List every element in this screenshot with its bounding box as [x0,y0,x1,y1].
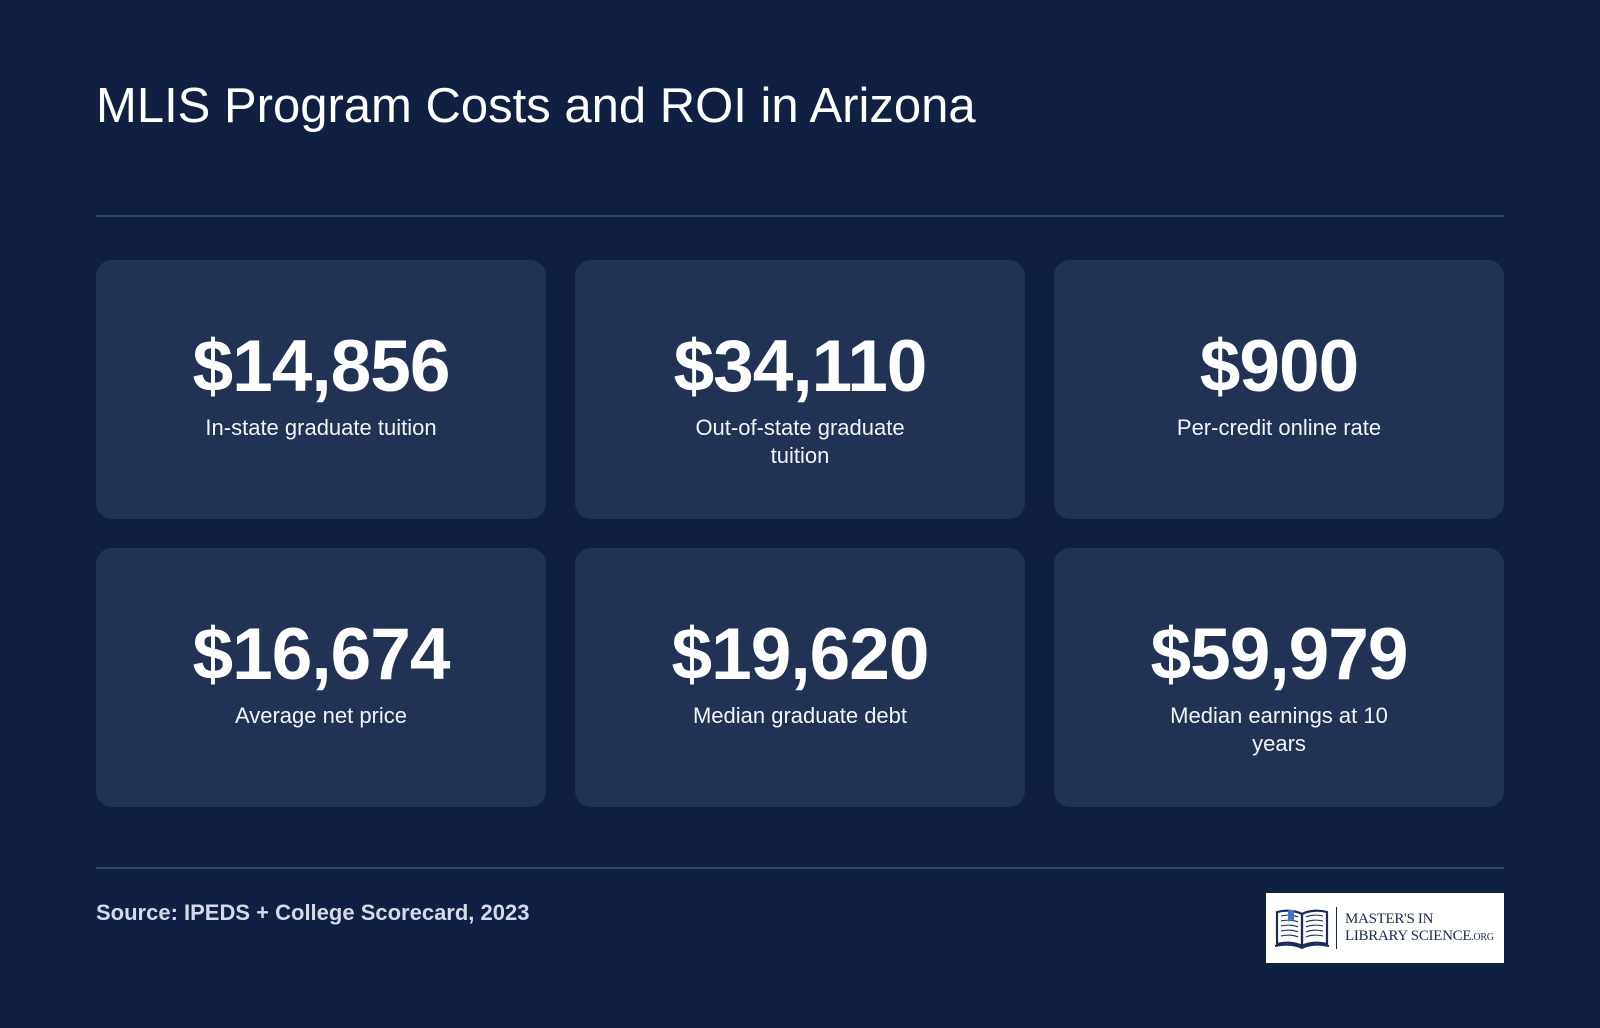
stat-value: $900 [1199,326,1359,407]
stat-card-out-of-state-tuition: $34,110 Out-of-state graduate tuition [575,260,1025,519]
stat-label: Out-of-state graduate tuition [695,415,905,468]
stat-label: Median graduate debt [692,703,908,728]
logo-line-2: LIBRARY SCIENCE.ORG [1345,928,1494,946]
logo-suffix: .ORG [1471,931,1494,943]
bottom-divider [96,867,1504,869]
source-note: Source: IPEDS + College Scorecard, 2023 [96,900,530,925]
stat-label: Per-credit online rate [1176,415,1382,440]
stat-card-per-credit-rate: $900 Per-credit online rate [1054,260,1504,519]
stat-label: In-state graduate tuition [205,415,437,440]
stat-label: Median earnings at 10 years [1170,703,1388,756]
stat-value: $19,620 [671,614,930,695]
stat-value: $59,979 [1150,614,1409,695]
stat-value: $34,110 [673,326,928,407]
logo-line-1: MASTER'S IN [1345,910,1434,927]
site-logo: MASTER'S IN LIBRARY SCIENCE.ORG [1266,893,1504,963]
top-divider [96,215,1504,217]
stats-grid: $14,856 In-state graduate tuition $34,11… [96,260,1504,807]
page-title: MLIS Program Costs and ROI in Arizona [96,79,976,133]
stat-card-median-earnings: $59,979 Median earnings at 10 years [1054,548,1504,807]
logo-wordmark: MASTER'S IN LIBRARY SCIENCE.ORG [1345,911,1494,946]
stat-card-in-state-tuition: $14,856 In-state graduate tuition [96,260,546,519]
open-book-icon [1274,909,1330,950]
stat-value: $16,674 [192,614,451,695]
stat-value: $14,856 [192,326,451,407]
stat-label: Average net price [234,703,408,728]
logo-line-2-text: LIBRARY SCIENCE [1345,927,1472,944]
stat-card-median-debt: $19,620 Median graduate debt [575,548,1025,807]
stat-card-average-net-price: $16,674 Average net price [96,548,546,807]
logo-divider [1336,907,1337,949]
